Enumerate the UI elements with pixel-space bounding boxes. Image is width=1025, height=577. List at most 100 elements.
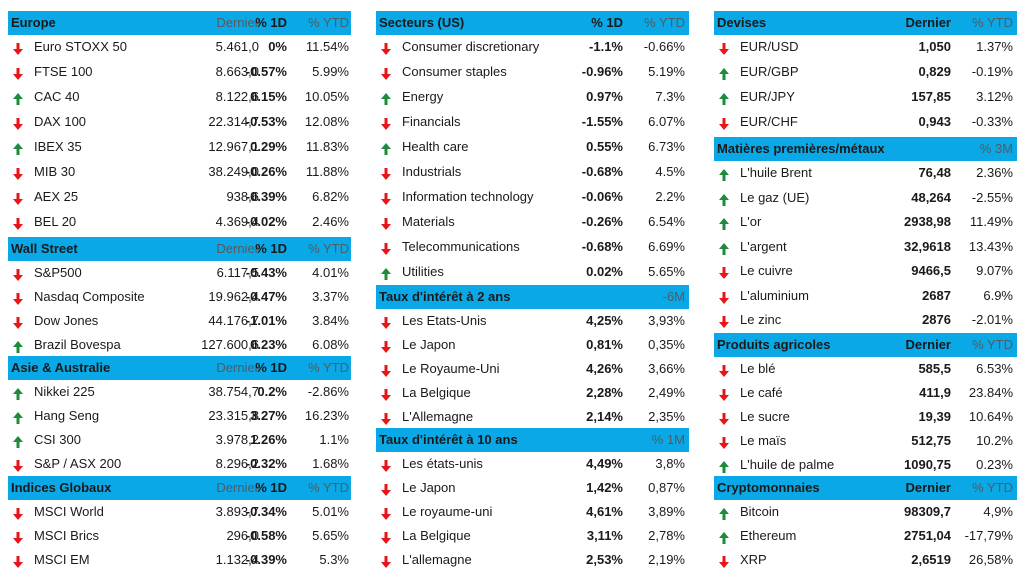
arrow-down-icon bbox=[380, 314, 392, 329]
arrow-down-icon bbox=[380, 410, 392, 425]
fx-change: 1.37% bbox=[976, 39, 1013, 54]
europe-col-3: % YTD bbox=[308, 15, 349, 30]
asia-row: Hang Seng 23.315,8 3.27% 16.23% bbox=[8, 404, 351, 428]
wallstreet-row: Brazil Bovespa 127.600,6 0.23% 6.08% bbox=[8, 333, 351, 357]
wallstreet-change: 6.08% bbox=[312, 337, 349, 352]
arrow-down-icon bbox=[380, 529, 392, 544]
rates2y-value: 2,14% bbox=[586, 409, 623, 424]
asia-value: -0.32% bbox=[245, 456, 287, 471]
sectors-name: Health care bbox=[402, 139, 469, 154]
crypto-change: 4,9% bbox=[983, 504, 1013, 519]
rates10y-value: 4,49% bbox=[586, 456, 623, 471]
agri-change: 6.53% bbox=[976, 361, 1013, 376]
sectors-col-3: % YTD bbox=[644, 15, 685, 30]
rates2y-row: La Belgique 2,28% 2,49% bbox=[376, 381, 689, 405]
fx-value: 0,829 bbox=[918, 64, 951, 79]
commodities-header: Matières premières/métaux % 3M bbox=[714, 137, 1017, 161]
arrow-up-icon bbox=[380, 90, 392, 105]
global-row: MSCI EM 1.132,4 -0.39% 5.3% bbox=[8, 548, 351, 572]
wallstreet-name: Dow Jones bbox=[34, 313, 99, 328]
fx-change: -0.33% bbox=[971, 114, 1013, 129]
arrow-up-icon bbox=[12, 338, 24, 353]
arrow-up-icon bbox=[718, 505, 730, 520]
wallstreet-value: 0.23% bbox=[250, 337, 287, 352]
global-title: Indices Globaux bbox=[11, 480, 112, 495]
commodities-row: Le zinc 2876 -2.01% bbox=[714, 308, 1017, 332]
wallstreet-name: Brazil Bovespa bbox=[34, 337, 121, 352]
sectors-change: 5.65% bbox=[648, 264, 685, 279]
agri-name: Le blé bbox=[740, 361, 776, 376]
commodities-change: 6.9% bbox=[983, 287, 1013, 303]
wallstreet-last: 127.600,6 bbox=[201, 337, 259, 352]
global-value: -0.39% bbox=[245, 552, 287, 567]
crypto-header: Cryptomonnaies Dernier % YTD bbox=[714, 476, 1017, 500]
rates2y-change: 0,35% bbox=[648, 337, 685, 352]
arrow-down-icon bbox=[12, 529, 24, 544]
crypto-row: Ethereum 2751,04 -17,79% bbox=[714, 524, 1017, 548]
europe-row: FTSE 100 8.663,0 -0.57% 5.99% bbox=[8, 60, 351, 84]
arrow-up-icon bbox=[718, 529, 730, 544]
arrow-down-icon bbox=[380, 115, 392, 130]
asia-row: CSI 300 3.978,2 1.26% 1.1% bbox=[8, 428, 351, 452]
sectors-value: -1.1% bbox=[589, 39, 623, 54]
europe-last: 38.249,0 bbox=[208, 164, 259, 179]
asia-change: 16.23% bbox=[304, 408, 349, 423]
commodities-value: 9466,5 bbox=[911, 263, 951, 278]
agri-change: 0.23% bbox=[976, 457, 1013, 472]
rates10y-row: Le Japon 1,42% 0,87% bbox=[376, 476, 689, 500]
sectors-change: 2.2% bbox=[655, 189, 685, 204]
rates10y-change: 3,89% bbox=[648, 504, 685, 519]
commodities-row: L'or 2938,98 11.49% bbox=[714, 210, 1017, 234]
europe-name: Euro STOXX 50 bbox=[34, 39, 127, 54]
commodities-change: 2.36% bbox=[976, 165, 1013, 180]
agri-row: L'huile de palme 1090,75 0.23% bbox=[714, 453, 1017, 477]
rates2y-value: 4,26% bbox=[586, 361, 623, 376]
europe-last: 4.369,4 bbox=[215, 214, 259, 229]
fx-name: EUR/USD bbox=[740, 39, 799, 54]
europe-row: AEX 25 938,6 -0.39% 6.82% bbox=[8, 185, 351, 209]
arrow-up-icon bbox=[718, 166, 730, 181]
asia-change: 1.1% bbox=[319, 432, 349, 447]
europe-name: AEX 25 bbox=[34, 189, 79, 204]
crypto-col-2: Dernier bbox=[905, 480, 951, 495]
arrow-up-icon bbox=[718, 90, 730, 105]
agri-col-3: % YTD bbox=[972, 337, 1013, 352]
commodities-name: L'aluminium bbox=[740, 287, 809, 303]
fx-title: Devises bbox=[717, 15, 767, 30]
arrow-down-icon bbox=[12, 553, 24, 568]
europe-name: IBEX 35 bbox=[34, 139, 82, 154]
sectors-name: Materials bbox=[402, 214, 455, 229]
fx-name: EUR/JPY bbox=[740, 89, 795, 104]
arrow-down-icon bbox=[12, 40, 24, 55]
sectors-change: 7.3% bbox=[655, 89, 685, 104]
rates2y-col-3: -6M bbox=[662, 289, 685, 304]
asia-last: 23.315,8 bbox=[208, 408, 259, 423]
sectors-change: 6.07% bbox=[648, 114, 685, 129]
wallstreet-title: Wall Street bbox=[11, 241, 78, 256]
crypto-title: Cryptomonnaies bbox=[717, 480, 820, 495]
sectors-name: Financials bbox=[402, 114, 461, 129]
asia-col-2: % 1D bbox=[255, 360, 287, 375]
arrow-down-icon bbox=[380, 65, 392, 80]
europe-change: 10.05% bbox=[304, 89, 349, 104]
commodities-col-3: % 3M bbox=[979, 141, 1013, 156]
commodities-value: 76,48 bbox=[918, 165, 951, 180]
arrow-down-icon bbox=[718, 386, 730, 401]
arrow-down-icon bbox=[12, 65, 24, 80]
wallstreet-row: Nasdaq Composite 19.962,4 -0.47% 3.37% bbox=[8, 285, 351, 309]
asia-last: 3.978,2 bbox=[215, 432, 259, 447]
rates10y-col-3: % 1M bbox=[651, 432, 685, 447]
fx-value: 0,943 bbox=[918, 114, 951, 129]
europe-value: 0.15% bbox=[250, 89, 287, 104]
sectors-value: 0.55% bbox=[586, 139, 623, 154]
wallstreet-change: 4.01% bbox=[312, 265, 349, 280]
wallstreet-name: Nasdaq Composite bbox=[34, 289, 145, 304]
global-value: -0.34% bbox=[245, 504, 287, 519]
rates2y-change: 2,35% bbox=[648, 409, 685, 424]
sectors-row: Consumer discretionary -1.1% -0.66% bbox=[376, 35, 689, 59]
asia-value: 1.26% bbox=[250, 432, 287, 447]
commodities-value: 2938,98 bbox=[904, 214, 951, 229]
commodities-value: 48,264 bbox=[911, 189, 951, 205]
arrow-down-icon bbox=[12, 314, 24, 329]
rates10y-change: 0,87% bbox=[648, 480, 685, 495]
